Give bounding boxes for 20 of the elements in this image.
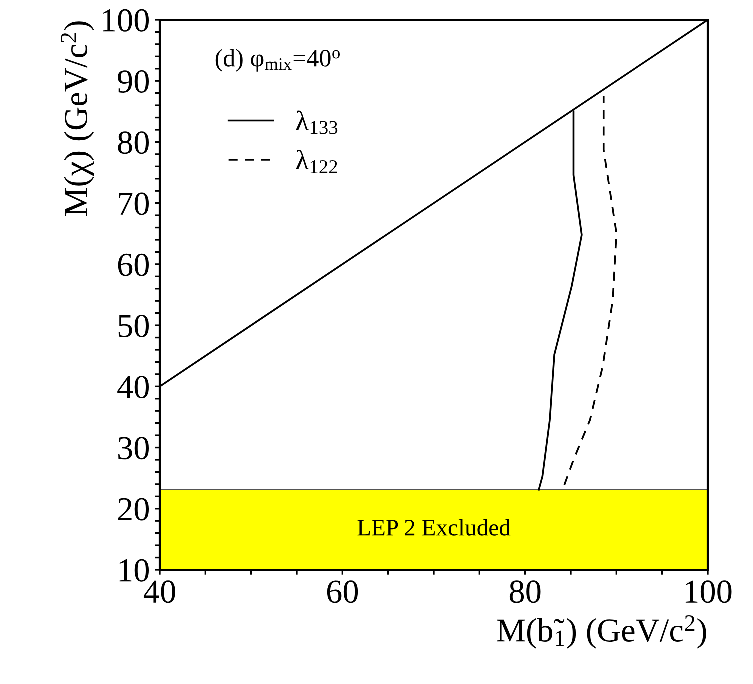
y-tick-label: 30 — [118, 437, 150, 460]
legend-label: λ$_{133}$ — [296, 110, 338, 134]
y-tick-label: 10 — [120, 559, 150, 582]
x-tick-label: 40 — [144, 580, 176, 604]
legend-label: λ$_{122}$ — [296, 150, 338, 174]
y-tick-label: 100 — [103, 9, 150, 32]
y-axis-title: M(χ) (GeV/c$^{2}$) — [61, 22, 94, 216]
y-tick-label: 40 — [118, 376, 150, 399]
x-tick-label: 100 — [686, 580, 732, 604]
y-tick-label: 90 — [118, 70, 150, 94]
x-tick-label: 60 — [327, 580, 358, 604]
band-label: LEP 2 Excluded — [358, 519, 511, 536]
x-tick-label: 80 — [510, 580, 541, 604]
annotation: (d) φ$_{mix}$=40$^{o}$ — [216, 49, 340, 72]
y-tick-label: 80 — [118, 132, 150, 154]
y-tick-label: 50 — [118, 314, 150, 338]
y-tick-label: 70 — [119, 192, 150, 216]
y-tick-label: 20 — [118, 498, 150, 521]
x-axis-title: M(b̃$_{1}$) (GeV/c$^{2}$) — [497, 616, 706, 649]
y-tick-label: 60 — [118, 254, 150, 276]
